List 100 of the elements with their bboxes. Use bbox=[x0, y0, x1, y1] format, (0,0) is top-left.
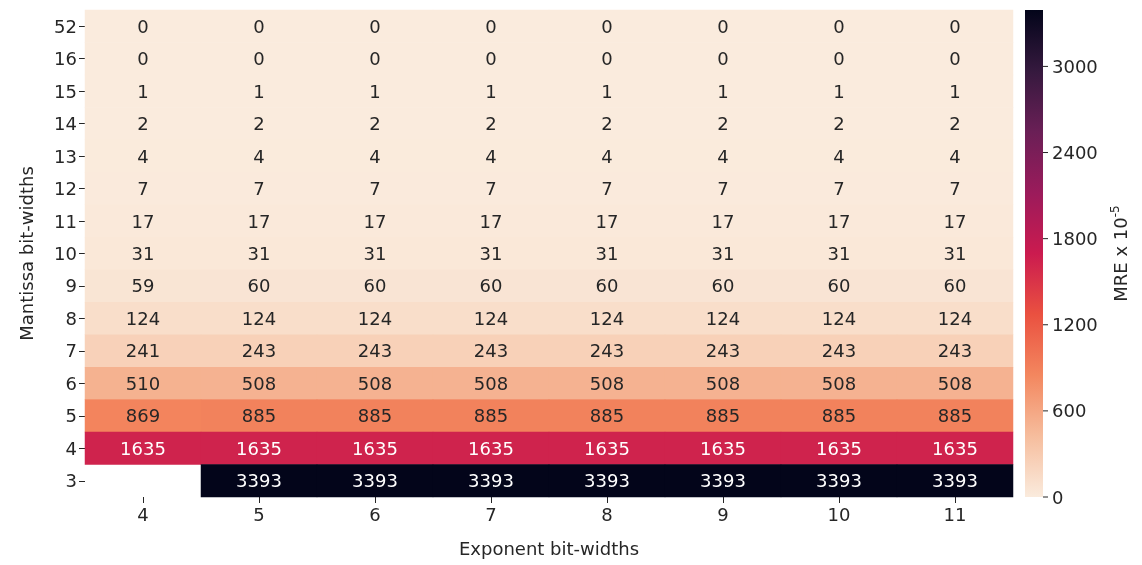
data-label: 243 bbox=[473, 340, 509, 362]
data-label: 885 bbox=[705, 405, 741, 427]
data-label: 2 bbox=[717, 113, 729, 135]
y-tick-label: 9 bbox=[65, 275, 77, 297]
data-label: 124 bbox=[821, 307, 857, 329]
data-label: 1635 bbox=[700, 437, 746, 459]
color-bar-label: 1200 bbox=[1052, 314, 1098, 336]
data-label: 60 bbox=[827, 275, 851, 297]
data-label: 243 bbox=[589, 340, 625, 362]
data-label: 3393 bbox=[932, 470, 978, 492]
data-label: 7 bbox=[137, 178, 149, 200]
data-label: 60 bbox=[943, 275, 967, 297]
data-label: 0 bbox=[601, 15, 613, 37]
data-label: 510 bbox=[125, 372, 161, 394]
data-label: 4 bbox=[949, 145, 961, 167]
y-tick-label: 14 bbox=[54, 113, 77, 135]
data-label: 2 bbox=[601, 113, 613, 135]
data-label: 31 bbox=[943, 243, 967, 264]
data-label: 31 bbox=[479, 243, 503, 264]
data-label: 31 bbox=[711, 243, 735, 264]
data-label: 60 bbox=[595, 275, 619, 297]
data-label: 1 bbox=[833, 80, 845, 102]
data-label: 0 bbox=[601, 48, 613, 70]
data-label: 1 bbox=[949, 80, 961, 102]
data-label: 1635 bbox=[352, 437, 398, 459]
data-label: 124 bbox=[125, 307, 161, 329]
data-label: 60 bbox=[711, 275, 735, 297]
data-label: 17 bbox=[711, 210, 735, 232]
y-tick-label: 13 bbox=[54, 145, 77, 167]
y-tick-label: 16 bbox=[54, 48, 77, 70]
data-label: 4 bbox=[253, 145, 265, 167]
data-label: 1 bbox=[601, 80, 613, 102]
data-label: 1 bbox=[717, 80, 729, 102]
data-label: 0 bbox=[717, 48, 729, 70]
data-label: 17 bbox=[131, 210, 155, 232]
x-tick-label: 11 bbox=[943, 503, 967, 525]
y-tick-label: 11 bbox=[54, 210, 77, 232]
data-label: 869 bbox=[125, 405, 161, 427]
data-label: 508 bbox=[589, 372, 625, 394]
data-label: 7 bbox=[717, 178, 729, 200]
data-label: 124 bbox=[705, 307, 741, 329]
data-label: 243 bbox=[821, 340, 857, 362]
data-label: 243 bbox=[241, 340, 277, 362]
data-label: 124 bbox=[357, 307, 393, 329]
y-axis-title: Mantissa bit-widths bbox=[15, 166, 37, 341]
data-label: 885 bbox=[821, 405, 857, 427]
data-label: 7 bbox=[485, 178, 497, 200]
data-label: 60 bbox=[479, 275, 503, 297]
data-label: 243 bbox=[357, 340, 393, 362]
y-tick-label: 10 bbox=[54, 243, 77, 264]
data-label: 1635 bbox=[932, 437, 978, 459]
data-label: 124 bbox=[589, 307, 625, 329]
data-label: 3393 bbox=[468, 470, 514, 492]
data-label: 0 bbox=[717, 15, 729, 37]
data-label: 1635 bbox=[120, 437, 166, 459]
y-tick-label: 3 bbox=[65, 470, 77, 492]
data-label: 1 bbox=[253, 80, 265, 102]
data-label: 3393 bbox=[584, 470, 630, 492]
data-label: 885 bbox=[589, 405, 625, 427]
data-label: 124 bbox=[937, 307, 973, 329]
data-label: 17 bbox=[827, 210, 851, 232]
data-label: 17 bbox=[595, 210, 619, 232]
data-label: 60 bbox=[363, 275, 387, 297]
data-label: 0 bbox=[485, 48, 497, 70]
data-label: 124 bbox=[473, 307, 509, 329]
data-label: 7 bbox=[369, 178, 381, 200]
x-tick-label: 9 bbox=[717, 503, 729, 525]
color-bar-label: 3000 bbox=[1052, 55, 1098, 77]
data-label: 0 bbox=[949, 15, 961, 37]
data-label: 1635 bbox=[236, 437, 282, 459]
data-label: 3393 bbox=[236, 470, 282, 492]
y-tick-label: 15 bbox=[54, 80, 77, 102]
x-axis-title: Exponent bit-widths bbox=[458, 537, 640, 559]
data-label: 4 bbox=[137, 145, 149, 167]
x-tick-label: 10 bbox=[827, 503, 851, 525]
data-label: 3393 bbox=[700, 470, 746, 492]
data-label: 0 bbox=[137, 15, 149, 37]
data-label: 7 bbox=[949, 178, 961, 200]
data-label: 508 bbox=[821, 372, 857, 394]
data-label: 885 bbox=[241, 405, 277, 427]
data-label: 124 bbox=[241, 307, 277, 329]
data-label: 1635 bbox=[816, 437, 862, 459]
data-label: 885 bbox=[357, 405, 393, 427]
color-bar-label: 600 bbox=[1052, 400, 1087, 422]
data-label: 7 bbox=[253, 178, 265, 200]
data-label: 1 bbox=[485, 80, 497, 102]
data-label: 4 bbox=[485, 145, 497, 167]
data-label: 4 bbox=[717, 145, 729, 167]
data-label: 508 bbox=[473, 372, 509, 394]
color-bar-label: 2400 bbox=[1052, 142, 1098, 164]
data-label: 7 bbox=[601, 178, 613, 200]
data-label: 0 bbox=[833, 15, 845, 37]
data-label: 17 bbox=[943, 210, 967, 232]
data-label: 0 bbox=[253, 48, 265, 70]
data-label: 0 bbox=[485, 15, 497, 37]
data-label: 1 bbox=[137, 80, 149, 102]
y-tick-label: 5 bbox=[65, 405, 77, 427]
data-label: 885 bbox=[937, 405, 973, 427]
data-label: 1 bbox=[369, 80, 381, 102]
data-label: 0 bbox=[137, 48, 149, 70]
